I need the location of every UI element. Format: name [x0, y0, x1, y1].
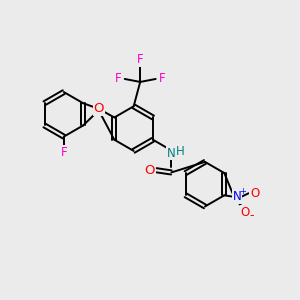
Text: O: O: [144, 164, 155, 177]
Text: O: O: [241, 206, 250, 219]
Text: O: O: [250, 187, 259, 200]
Text: H: H: [176, 145, 185, 158]
Text: F: F: [137, 53, 143, 66]
Text: -: -: [249, 209, 254, 222]
Text: N: N: [232, 190, 241, 203]
Text: F: F: [159, 73, 166, 85]
Text: F: F: [115, 73, 122, 85]
Text: F: F: [61, 146, 67, 159]
Text: O: O: [94, 102, 104, 115]
Text: N: N: [167, 147, 176, 160]
Text: +: +: [239, 187, 246, 196]
